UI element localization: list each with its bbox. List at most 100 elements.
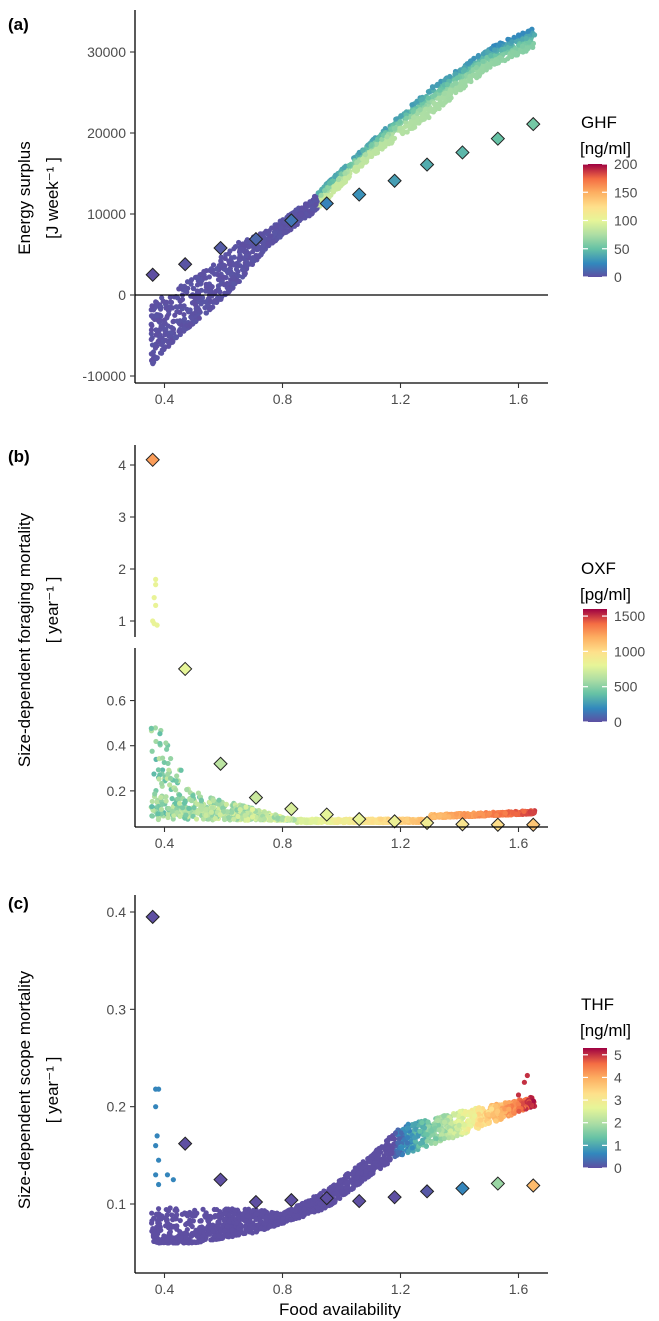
- data-point: [460, 1130, 466, 1136]
- data-point: [155, 338, 161, 345]
- data-point: [152, 725, 159, 731]
- data-point: [385, 1138, 391, 1144]
- data-point: [169, 808, 175, 814]
- data-point: [281, 230, 288, 236]
- data-point: [174, 318, 180, 324]
- data-point: [409, 1145, 415, 1151]
- data-point: [163, 337, 169, 343]
- data-point: [474, 1121, 481, 1127]
- y-tick-label: 1: [118, 613, 126, 629]
- data-point: [169, 796, 175, 802]
- diamond-marker: [387, 173, 402, 188]
- data-point: [229, 1231, 235, 1238]
- data-point: [319, 1205, 325, 1211]
- data-point: [337, 1179, 343, 1185]
- data-point: [272, 231, 278, 237]
- data-point: [191, 805, 197, 811]
- data-point: [149, 323, 155, 329]
- data-point: [421, 1125, 428, 1131]
- data-point: [451, 1112, 457, 1118]
- data-point: [348, 1177, 354, 1183]
- data-point: [362, 1176, 368, 1182]
- data-point: [210, 262, 217, 268]
- data-point: [217, 296, 223, 302]
- panel-a-label: (a): [8, 15, 29, 34]
- data-point: [368, 142, 374, 149]
- data-point: [478, 1117, 484, 1123]
- data-point: [163, 305, 169, 311]
- data-point: [304, 817, 310, 824]
- data-point: [492, 52, 498, 59]
- panel-b: (b) Size-dependent foraging mortality [ …: [8, 445, 645, 851]
- data-point: [341, 164, 347, 171]
- data-point: [390, 135, 396, 141]
- data-point: [194, 282, 201, 288]
- data-point: [308, 819, 314, 825]
- data-point: [303, 201, 309, 207]
- data-point: [437, 813, 443, 819]
- data-point: [335, 185, 341, 192]
- data-point: [194, 291, 200, 297]
- data-point: [153, 738, 159, 745]
- legend-tick-label: 150: [614, 184, 638, 200]
- data-point: [382, 126, 388, 132]
- data-point: [441, 90, 447, 97]
- data-point: [395, 1140, 401, 1146]
- data-point: [464, 61, 470, 67]
- data-point: [267, 1213, 273, 1220]
- data-point: [310, 1207, 316, 1214]
- data-point: [181, 316, 188, 322]
- data-point: [164, 313, 170, 319]
- data-point: [170, 319, 176, 325]
- data-point: [291, 817, 297, 823]
- panel-b-label: (b): [8, 447, 30, 466]
- data-point: [438, 1132, 445, 1138]
- data-point: [159, 780, 165, 787]
- data-point: [523, 48, 529, 54]
- data-point: [203, 812, 209, 819]
- data-point: [209, 293, 215, 299]
- data-point: [442, 1119, 448, 1125]
- data-point: [149, 1210, 155, 1216]
- data-point: [198, 301, 204, 307]
- data-point: [488, 52, 494, 59]
- data-point: [150, 360, 156, 366]
- data-point: [167, 775, 174, 781]
- data-point: [493, 1118, 499, 1124]
- data-point: [392, 1130, 399, 1136]
- x-tick-label: 0.4: [155, 391, 175, 407]
- data-point: [430, 85, 436, 91]
- data-point: [239, 1211, 245, 1217]
- data-point: [181, 1239, 187, 1245]
- data-point: [155, 811, 161, 817]
- data-point: [359, 156, 366, 162]
- data-point: [190, 285, 197, 292]
- data-point: [167, 1229, 173, 1235]
- data-point: [375, 1151, 381, 1157]
- data-point: [222, 267, 228, 273]
- data-point: [230, 274, 237, 280]
- data-point: [213, 266, 220, 272]
- data-point: [155, 816, 161, 823]
- data-point: [188, 277, 195, 283]
- data-point: [255, 244, 261, 251]
- legend-tick-label: 200: [614, 156, 638, 172]
- data-point: [166, 805, 172, 812]
- diamond-marker: [526, 817, 541, 832]
- data-point: [151, 621, 157, 627]
- data-point: [424, 1138, 430, 1144]
- data-point: [468, 1110, 474, 1116]
- data-point: [229, 1227, 235, 1233]
- y-tick-label: 20000: [87, 125, 126, 141]
- data-point: [476, 1105, 482, 1111]
- data-point: [417, 1140, 423, 1147]
- data-point: [163, 299, 169, 305]
- data-point: [404, 816, 410, 823]
- data-point: [233, 266, 240, 272]
- data-point: [452, 80, 458, 86]
- diamond-marker: [455, 145, 470, 160]
- data-point: [274, 223, 280, 230]
- data-point: [155, 767, 162, 773]
- data-point: [215, 283, 222, 289]
- data-point: [172, 334, 178, 341]
